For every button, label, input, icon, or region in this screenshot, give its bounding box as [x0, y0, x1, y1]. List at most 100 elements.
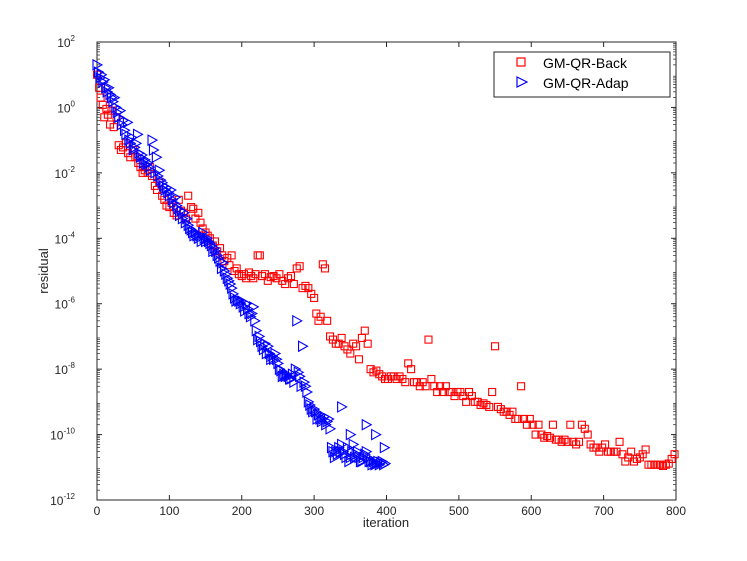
point-gm-qr-back — [316, 312, 325, 321]
point-gm-qr-adap — [154, 164, 166, 177]
point-gm-qr-adap — [219, 265, 231, 277]
point-gm-qr-back — [615, 437, 624, 446]
y-tick-label: 100 — [57, 99, 75, 115]
point-gm-qr-back — [488, 387, 497, 397]
point-gm-qr-adap — [209, 242, 221, 255]
point-gm-qr-back — [543, 432, 552, 441]
x-tick-label: 800 — [666, 504, 686, 518]
point-gm-qr-back — [572, 440, 581, 449]
point-gm-qr-back — [531, 430, 540, 439]
point-gm-qr-back — [447, 387, 456, 397]
point-gm-qr-back — [441, 382, 450, 391]
point-gm-qr-back — [525, 414, 534, 424]
point-gm-qr-adap — [297, 340, 309, 353]
point-gm-qr-back — [383, 374, 392, 384]
y-tick-label: 10-4 — [55, 230, 76, 246]
point-gm-qr-back — [360, 326, 369, 335]
point-gm-qr-adap — [287, 368, 299, 381]
point-gm-qr-adap — [345, 428, 357, 441]
point-gm-qr-adap — [357, 455, 369, 468]
point-gm-qr-adap — [108, 95, 120, 108]
point-gm-qr-adap — [344, 455, 355, 468]
point-gm-qr-adap — [225, 278, 237, 290]
point-gm-qr-back — [418, 378, 427, 387]
point-gm-qr-back — [189, 204, 198, 213]
legend-label-gm-qr-back: GM-QR-Back — [543, 55, 628, 71]
point-gm-qr-back — [232, 264, 241, 273]
point-gm-qr-back — [304, 284, 313, 293]
point-gm-qr-back — [433, 387, 442, 397]
point-gm-qr-back — [352, 342, 361, 351]
point-gm-qr-back — [286, 272, 296, 281]
point-gm-qr-back — [438, 387, 448, 397]
point-gm-qr-back — [566, 420, 575, 429]
point-gm-qr-adap — [251, 324, 263, 337]
point-gm-qr-back — [670, 450, 679, 459]
point-gm-qr-back — [491, 342, 500, 351]
point-gm-qr-back — [255, 251, 264, 260]
point-gm-qr-adap — [115, 104, 127, 117]
point-gm-qr-adap — [148, 144, 160, 156]
point-gm-qr-back — [517, 382, 526, 391]
point-gm-qr-back — [269, 272, 278, 281]
data-marks — [92, 58, 679, 471]
point-gm-qr-adap — [302, 386, 314, 398]
point-gm-qr-adap — [106, 91, 118, 104]
x-tick-label: 400 — [376, 504, 396, 518]
point-gm-qr-adap — [241, 297, 253, 310]
point-gm-qr-back — [624, 453, 633, 462]
point-gm-qr-adap — [247, 307, 259, 320]
point-gm-qr-back — [459, 392, 468, 401]
point-gm-qr-adap — [332, 448, 344, 461]
point-gm-qr-back — [638, 450, 647, 459]
point-gm-qr-back — [257, 272, 267, 281]
point-gm-qr-adap — [250, 314, 261, 327]
point-gm-qr-back — [450, 392, 459, 401]
point-gm-qr-back — [301, 281, 310, 290]
y-tick-label: 10-12 — [50, 492, 75, 508]
point-gm-qr-back — [307, 289, 316, 298]
point-gm-qr-back — [310, 293, 319, 303]
point-gm-qr-back — [456, 387, 465, 397]
point-gm-qr-back — [493, 402, 503, 411]
point-gm-qr-adap — [248, 300, 260, 313]
point-gm-qr-back — [540, 433, 549, 442]
point-gm-qr-back — [354, 355, 364, 364]
point-gm-qr-back — [522, 420, 531, 429]
point-gm-qr-back — [430, 382, 439, 391]
point-gm-qr-back — [563, 437, 572, 446]
x-tick-label: 700 — [594, 504, 614, 518]
point-gm-qr-back — [320, 264, 330, 273]
point-gm-qr-back — [227, 251, 236, 260]
point-gm-qr-back — [184, 191, 193, 200]
point-gm-qr-back — [661, 460, 670, 469]
point-gm-qr-back — [369, 368, 378, 377]
point-gm-qr-back — [407, 365, 416, 374]
point-gm-qr-back — [415, 382, 424, 391]
point-gm-qr-adap — [325, 422, 337, 435]
legend-label-gm-qr-adap: GM-QR-Adap — [543, 75, 629, 91]
point-gm-qr-back — [595, 447, 604, 456]
point-gm-qr-back — [266, 273, 275, 282]
point-gm-qr-back — [363, 339, 372, 348]
point-gm-qr-back — [343, 345, 352, 354]
point-gm-qr-back — [467, 392, 476, 401]
point-gm-qr-adap — [143, 157, 154, 169]
point-gm-qr-back — [196, 218, 205, 227]
point-gm-qr-adap — [170, 191, 182, 204]
point-gm-qr-back — [621, 457, 630, 466]
point-gm-qr-back — [337, 333, 346, 342]
plot-area — [96, 41, 677, 501]
point-gm-qr-back — [375, 370, 384, 379]
point-gm-qr-back — [187, 203, 196, 212]
point-gm-qr-back — [289, 279, 298, 289]
point-gm-qr-back — [395, 372, 404, 381]
point-gm-qr-adap — [119, 124, 131, 137]
point-gm-qr-adap — [289, 376, 300, 389]
point-gm-qr-adap — [151, 151, 163, 164]
point-gm-qr-adap — [224, 274, 235, 287]
point-gm-qr-adap — [132, 128, 144, 141]
legend-marker-gm-qr-adap — [516, 76, 529, 88]
point-gm-qr-adap — [371, 428, 382, 441]
